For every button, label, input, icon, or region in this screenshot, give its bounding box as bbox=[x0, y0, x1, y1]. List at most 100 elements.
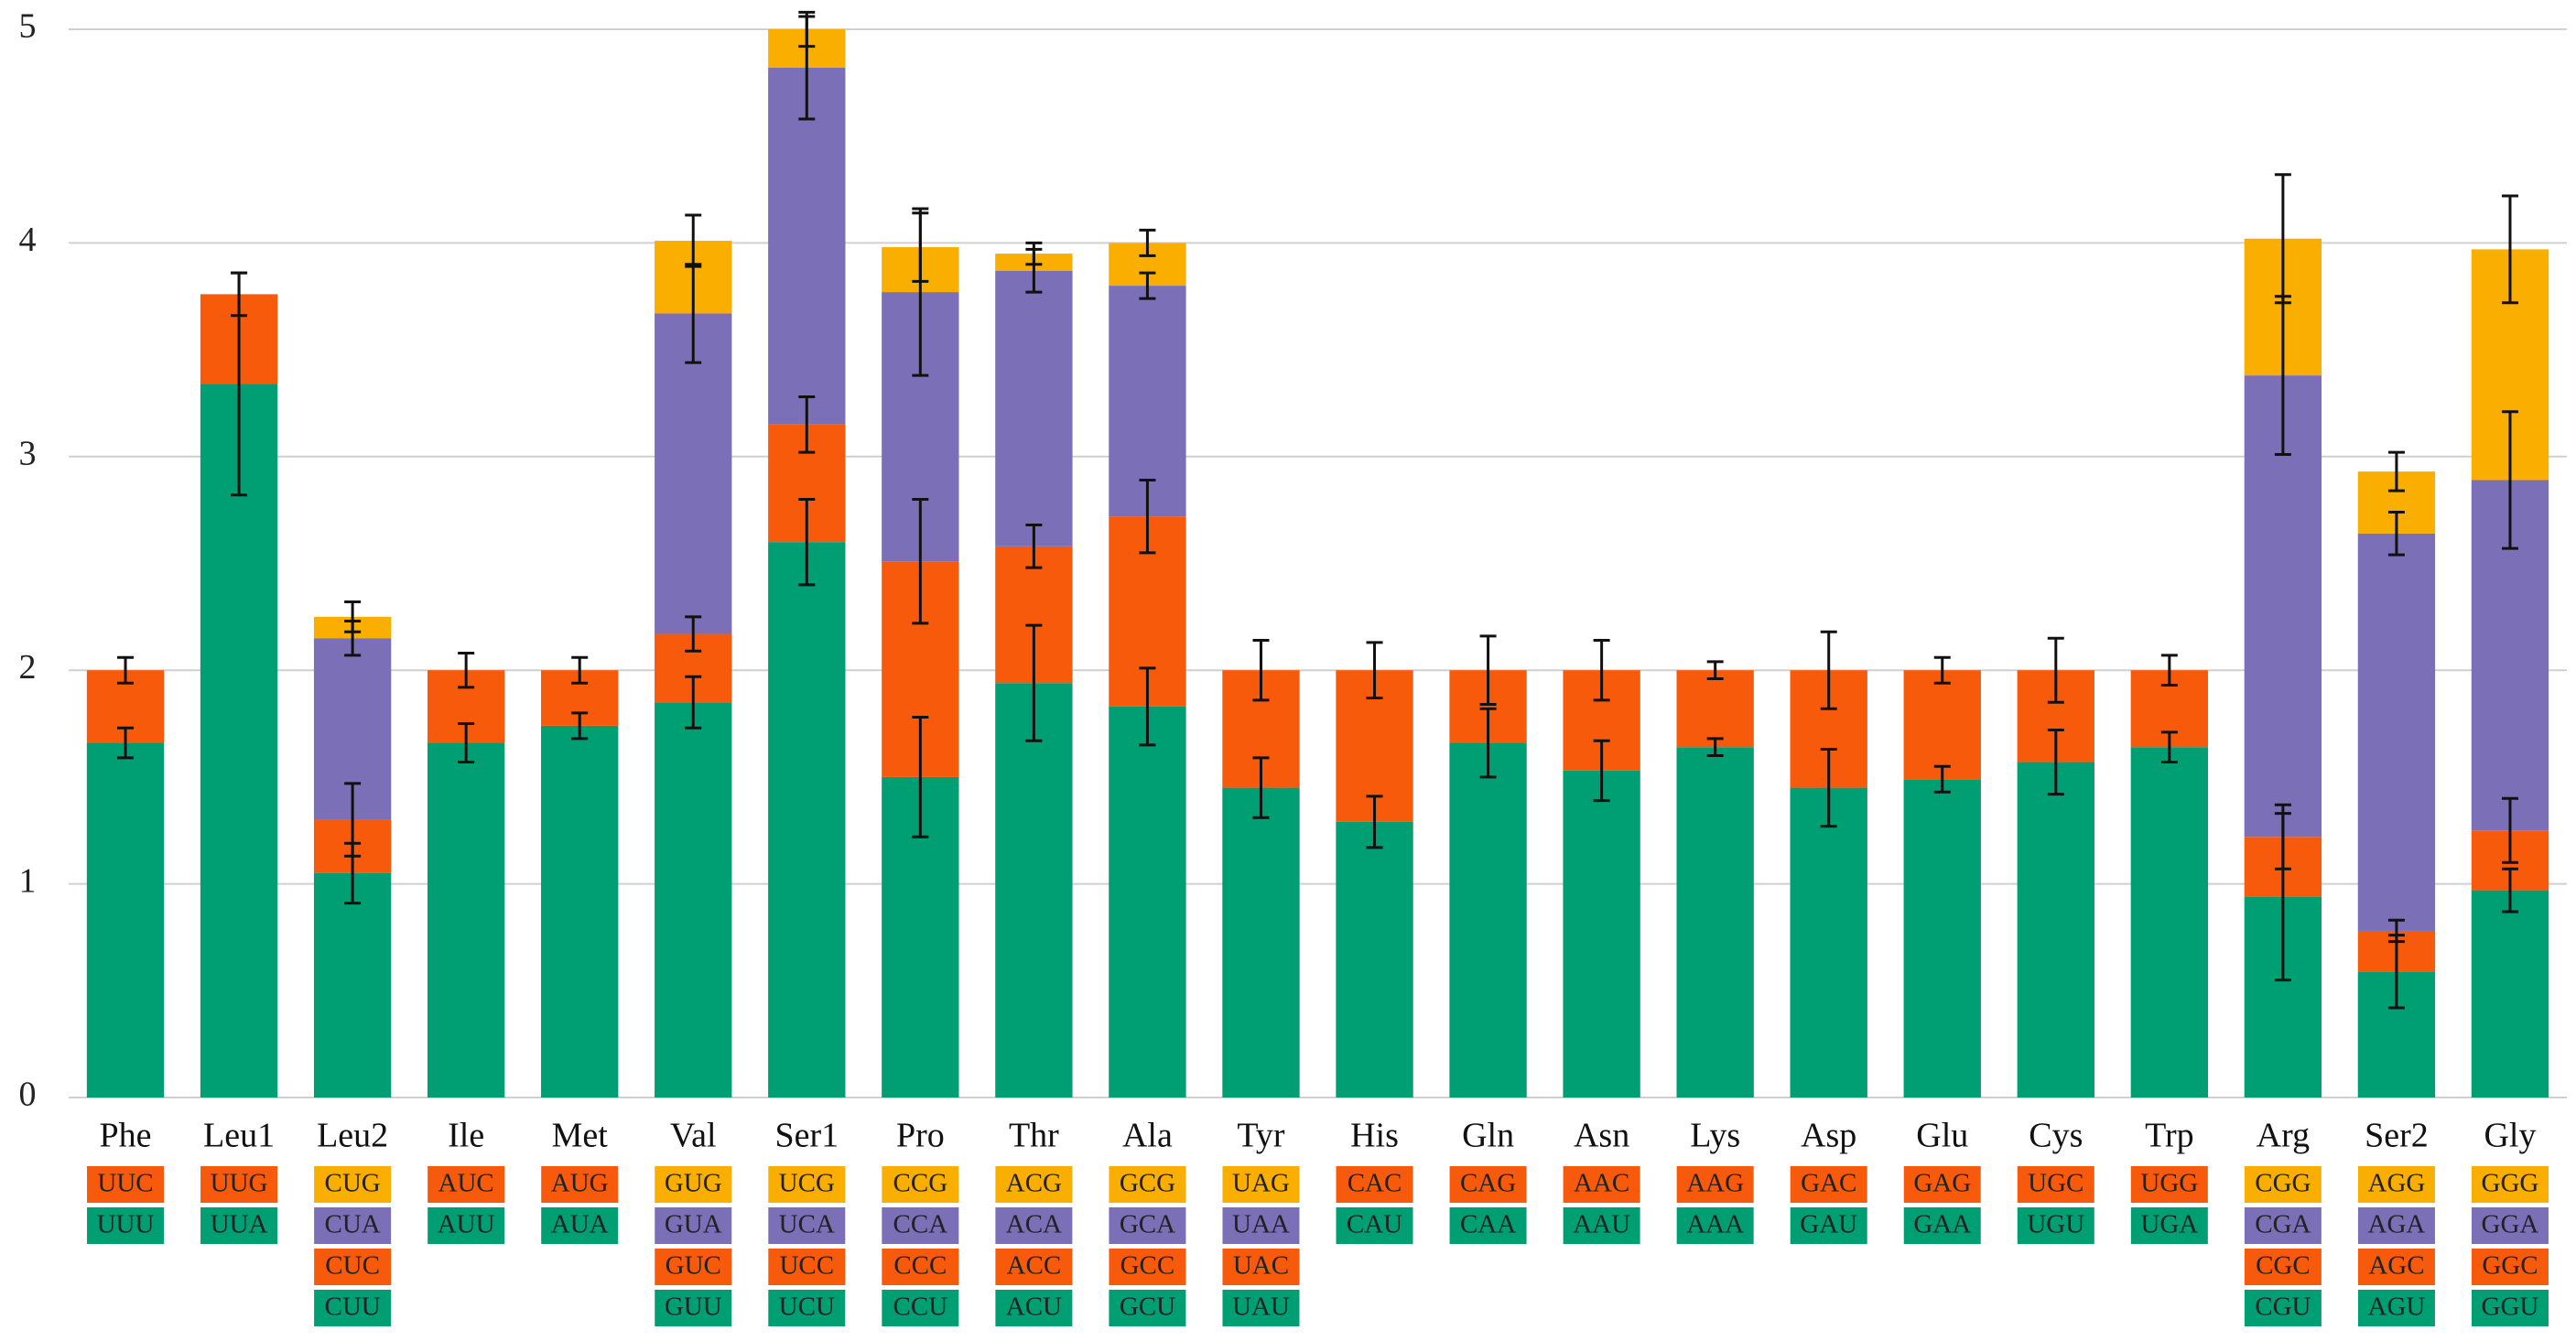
codon-box bbox=[1109, 1249, 1186, 1285]
codon-box bbox=[2130, 1207, 2208, 1244]
codon-box bbox=[2244, 1249, 2322, 1285]
bar-segment bbox=[1109, 706, 1186, 1098]
codon-label: AGG bbox=[2368, 1169, 2426, 1198]
codon-box bbox=[314, 1207, 392, 1244]
codon-box bbox=[87, 1207, 165, 1244]
codon-label: UGU bbox=[2027, 1210, 2084, 1239]
codon-label: AUC bbox=[438, 1169, 494, 1198]
codon-label: GGA bbox=[2482, 1210, 2539, 1239]
codon-label: CAA bbox=[1460, 1210, 1516, 1239]
codon-box bbox=[768, 1249, 846, 1285]
codon-box bbox=[655, 1249, 732, 1285]
codon-label: CGC bbox=[2256, 1251, 2311, 1281]
codon-label: GUA bbox=[665, 1210, 722, 1239]
codon-box bbox=[1222, 1207, 1300, 1244]
codon-box bbox=[655, 1207, 732, 1244]
bar-segment bbox=[1563, 770, 1640, 1098]
codon-box bbox=[995, 1249, 1073, 1285]
codon-box bbox=[2357, 1207, 2435, 1244]
bar-segment bbox=[2130, 747, 2209, 1098]
codon-box bbox=[1336, 1207, 1413, 1244]
codon-label: CUA bbox=[324, 1210, 380, 1239]
codon-label: ACU bbox=[1006, 1292, 1062, 1322]
codon-label: GCC bbox=[1120, 1251, 1175, 1281]
codon-label: ACC bbox=[1007, 1251, 1062, 1281]
codon-label: AAG bbox=[1686, 1169, 1744, 1198]
codon-box bbox=[995, 1207, 1073, 1244]
codon-box bbox=[655, 1290, 732, 1326]
bar-segment bbox=[541, 725, 619, 1098]
codon-label: CAU bbox=[1347, 1210, 1402, 1239]
codon-box bbox=[2244, 1290, 2322, 1326]
codon-box bbox=[1563, 1207, 1640, 1244]
codon-label: GGC bbox=[2482, 1251, 2538, 1281]
y-tick-label: 4 bbox=[19, 221, 37, 259]
codon-box bbox=[1222, 1166, 1300, 1203]
y-tick-label: 1 bbox=[19, 861, 37, 900]
codon-box bbox=[882, 1249, 959, 1285]
y-tick-label: 5 bbox=[19, 7, 37, 46]
codon-label: CUU bbox=[324, 1292, 380, 1322]
codon-label: GUU bbox=[665, 1292, 722, 1322]
codon-label: UAA bbox=[1232, 1210, 1290, 1239]
codon-label: CGA bbox=[2255, 1210, 2311, 1239]
codon-box bbox=[768, 1166, 846, 1203]
codon-box bbox=[2017, 1166, 2094, 1203]
codon-box bbox=[1449, 1207, 1527, 1244]
codon-label: CCU bbox=[893, 1292, 948, 1322]
bar-segment bbox=[655, 313, 732, 634]
codon-box bbox=[1449, 1166, 1527, 1203]
codon-box bbox=[2244, 1207, 2322, 1244]
codon-label: UAG bbox=[1232, 1169, 1290, 1198]
codon-label: AUA bbox=[551, 1210, 609, 1239]
bar-segment bbox=[1903, 779, 1981, 1098]
x-tick-label: His bbox=[1350, 1117, 1399, 1155]
y-tick-label: 2 bbox=[19, 648, 37, 687]
x-tick-label: Tyr bbox=[1237, 1117, 1285, 1155]
codon-label: GCU bbox=[1120, 1292, 1175, 1322]
x-tick-label: Ala bbox=[1122, 1117, 1173, 1155]
codon-label: AUU bbox=[438, 1210, 495, 1239]
bar-segment bbox=[995, 683, 1073, 1098]
codon-label: UGA bbox=[2140, 1210, 2198, 1239]
codon-label: CUC bbox=[325, 1251, 380, 1281]
x-tick-label: Val bbox=[670, 1117, 717, 1155]
bar-segment bbox=[200, 384, 278, 1098]
bar-segment bbox=[655, 702, 732, 1098]
codon-label: GGG bbox=[2482, 1169, 2539, 1198]
x-tick-label: Leu2 bbox=[317, 1117, 388, 1155]
codon-label: CCC bbox=[893, 1251, 947, 1281]
codon-box bbox=[314, 1290, 392, 1326]
codon-box bbox=[1563, 1166, 1640, 1203]
codon-box bbox=[882, 1207, 959, 1244]
codon-label: UGC bbox=[2028, 1169, 2084, 1198]
x-tick-label: Ile bbox=[448, 1117, 484, 1155]
codon-label: GUC bbox=[666, 1251, 721, 1281]
codon-box bbox=[2017, 1207, 2094, 1244]
codon-box bbox=[1790, 1166, 1867, 1203]
codon-box bbox=[2471, 1207, 2549, 1244]
codon-label: UUU bbox=[97, 1210, 155, 1239]
x-tick-label: Pro bbox=[896, 1117, 945, 1155]
x-tick-label: Cys bbox=[2029, 1117, 2083, 1155]
bar-segment bbox=[995, 270, 1073, 546]
codon-box bbox=[2471, 1166, 2549, 1203]
codon-box bbox=[428, 1166, 505, 1203]
codon-label: CGG bbox=[2255, 1169, 2311, 1198]
codon-label: AGC bbox=[2368, 1251, 2424, 1281]
bar-segment bbox=[1676, 747, 1754, 1098]
codon-box bbox=[882, 1290, 959, 1326]
x-tick-label: Glu bbox=[1916, 1117, 1968, 1155]
x-tick-label: Trp bbox=[2145, 1117, 2194, 1155]
codon-label: UAC bbox=[1233, 1251, 1289, 1281]
x-tick-label: Lys bbox=[1690, 1117, 1740, 1155]
bar-segment bbox=[1109, 286, 1186, 517]
bar-segment bbox=[1676, 670, 1754, 748]
codon-box bbox=[2471, 1249, 2549, 1285]
codon-label: CGU bbox=[2255, 1292, 2311, 1322]
codon-box bbox=[1222, 1290, 1300, 1326]
x-tick-label: Thr bbox=[1009, 1117, 1059, 1155]
codon-box bbox=[768, 1207, 846, 1244]
codon-box bbox=[1222, 1249, 1300, 1285]
codon-label: GUG bbox=[665, 1169, 722, 1198]
